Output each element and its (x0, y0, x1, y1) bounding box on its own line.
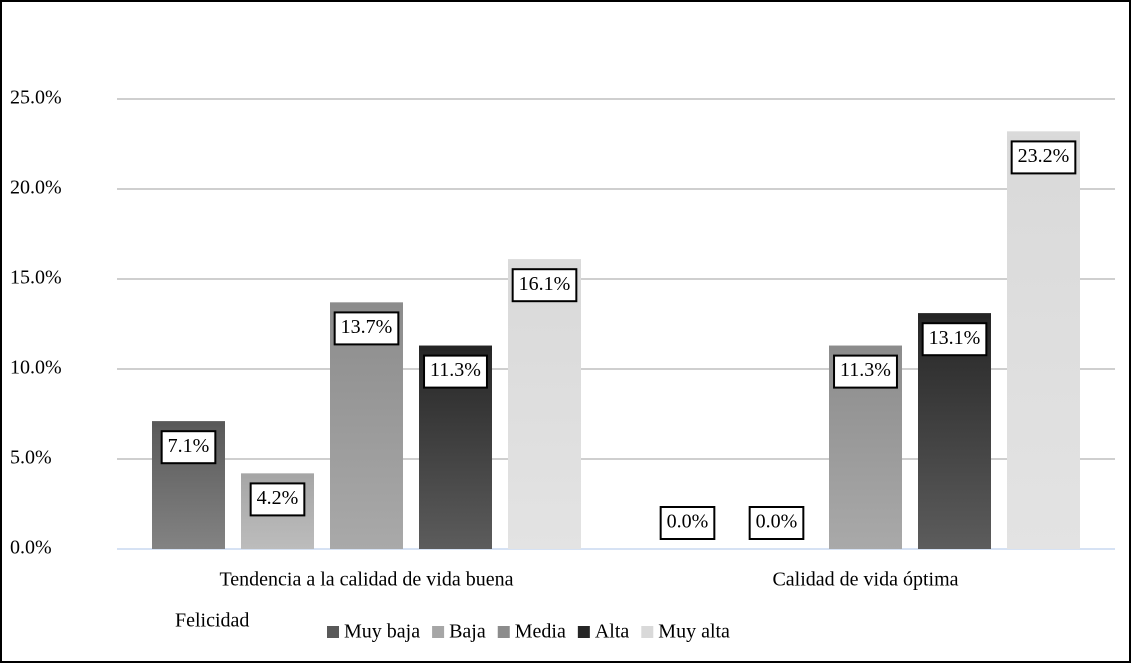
bar-cap (508, 259, 581, 265)
legend-swatch (432, 626, 445, 638)
legend-label: Muy baja (344, 621, 420, 643)
data-label-box (511, 268, 578, 303)
data-label-box (833, 354, 898, 389)
bar-cap (241, 473, 314, 479)
legend-swatch (497, 626, 510, 638)
y-tick-label: 5.0% (10, 447, 52, 469)
bar-cap (1007, 131, 1080, 137)
bar-cap (918, 313, 991, 319)
legend-label: Muy alta (658, 621, 730, 643)
legend-label: Media (515, 621, 566, 643)
data-label: 11.3% (430, 359, 481, 381)
legend-swatch (577, 626, 590, 638)
bar-cap (419, 345, 492, 351)
y-tick-label: 20.0% (10, 177, 62, 199)
data-label-box (160, 430, 217, 465)
y-tick-label: 0.0% (10, 537, 52, 559)
data-label: 0.0% (667, 511, 709, 533)
bar (1007, 131, 1080, 549)
legend-swatch (641, 626, 654, 638)
data-label: 4.2% (257, 487, 299, 509)
data-label: 0.0% (756, 511, 798, 533)
y-tick-label: 10.0% (10, 357, 62, 379)
data-label-box (748, 506, 805, 540)
data-label-box (333, 311, 400, 346)
y-tick-label: 15.0% (10, 267, 62, 289)
bar (508, 259, 581, 549)
legend-swatch (327, 626, 339, 638)
x-tick-label: Calidad de vida óptima (772, 569, 958, 591)
bar-cap (152, 421, 225, 427)
legend-title: Felicidad (175, 610, 249, 632)
bar-cap (829, 345, 902, 351)
legend-label: Alta (595, 621, 630, 643)
data-label-box (423, 354, 488, 389)
x-tick-label: Tendencia a la calidad de vida buena (219, 569, 513, 591)
data-label: 13.7% (341, 316, 393, 338)
data-label: 23.2% (1018, 145, 1070, 167)
legend-label: Baja (449, 621, 486, 643)
data-label: 7.1% (168, 435, 210, 457)
data-label-box (921, 322, 988, 357)
data-label-box (659, 506, 716, 540)
data-label: 11.3% (840, 359, 891, 381)
bar-cap (330, 302, 403, 308)
y-tick-label: 25.0% (10, 87, 62, 109)
data-label-box (1010, 140, 1077, 175)
data-label: 13.1% (929, 327, 981, 349)
data-label-box (249, 482, 306, 517)
data-label: 16.1% (519, 273, 571, 295)
